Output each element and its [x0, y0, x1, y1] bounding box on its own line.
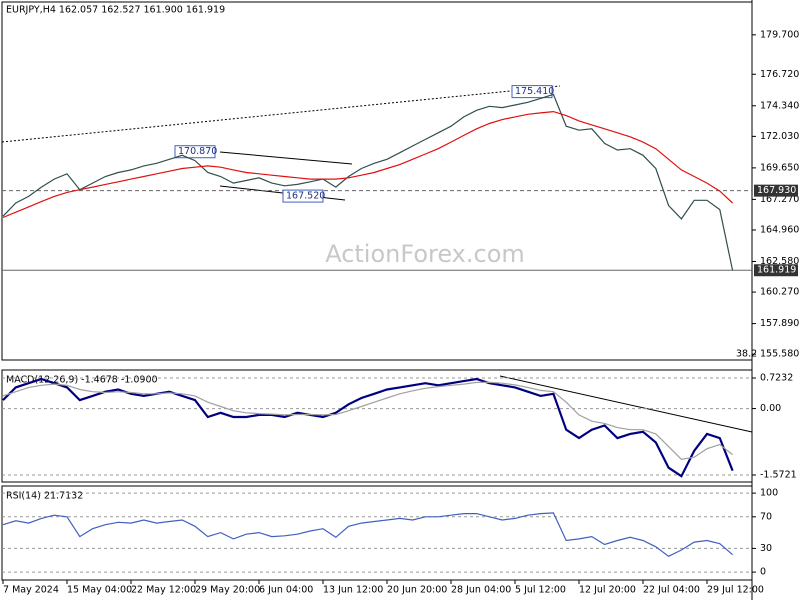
- annotation-box: [174, 145, 216, 159]
- y-tick-label: 167.270: [760, 194, 799, 205]
- series-line: [2, 512, 733, 558]
- y-tick-label: 160.270: [760, 287, 799, 298]
- x-tick-label: 22 Jul 04:00: [643, 585, 700, 596]
- y-tick-label: 0.00: [760, 403, 781, 414]
- panel-title: MACD(12,26,9) -1.4678 -1.0900: [6, 375, 158, 386]
- panel-title: EURJPY,H4 162.057 162.527 161.900 161.91…: [6, 5, 225, 16]
- x-tick-label: 12 Jul 20:00: [579, 585, 636, 596]
- x-tick-label: 22 May 12:00: [131, 585, 196, 596]
- y-tick-label: 70: [760, 511, 772, 522]
- level-box: [754, 264, 798, 277]
- x-tick-label: 20 Jun 20:00: [387, 585, 447, 596]
- y-tick-label: 30: [760, 543, 772, 554]
- y-tick-label: 157.890: [760, 318, 799, 329]
- y-tick-label: 179.700: [760, 29, 799, 40]
- rsi-panel: [1, 485, 753, 581]
- y-tick-label: 155.580: [760, 349, 799, 360]
- level-label: 161.919: [757, 265, 796, 276]
- series-line: [2, 110, 734, 219]
- y-tick-label: 0: [760, 567, 766, 578]
- panel-title: RSI(14) 21.7132: [6, 491, 83, 502]
- trendline: [1, 85, 561, 143]
- x-tick-label: 29 May 20:00: [195, 585, 260, 596]
- y-tick-label: 100: [760, 488, 778, 499]
- x-tick-label: 6 Jun 04:00: [259, 585, 313, 596]
- annotation-box: [282, 189, 324, 203]
- annotation-label: 170.870: [178, 146, 217, 157]
- price-panel: [1, 1, 753, 361]
- y-tick-label: 0.7232: [760, 373, 793, 384]
- level-box: [754, 184, 798, 197]
- y-tick-label: 172.030: [760, 131, 799, 142]
- x-tick-label: 7 May 2024: [3, 585, 59, 596]
- x-tick-label: 15 May 04:00: [67, 585, 132, 596]
- channel-line: [219, 151, 353, 165]
- x-tick-label: 29 Jul 12:00: [707, 585, 764, 596]
- y-tick-label: 162.580: [760, 256, 799, 267]
- y-tick-label: 174.340: [760, 100, 799, 111]
- y-tick-label: 169.650: [760, 162, 799, 173]
- x-tick-label: 28 Jun 04:00: [451, 585, 511, 596]
- y-tick-label: 164.960: [760, 224, 799, 235]
- y-tick-label: 176.720: [760, 69, 799, 80]
- annotation-box: [511, 85, 553, 99]
- annotation-label: 167.520: [286, 191, 325, 202]
- annotation-label: 175.410: [515, 86, 554, 97]
- y-tick-label: -1.5721: [760, 470, 797, 481]
- watermark: ActionForex.com: [325, 240, 525, 268]
- x-tick-label: 13 Jun 12:00: [323, 585, 383, 596]
- series-line: [2, 381, 733, 460]
- macd-trendline: [499, 375, 753, 433]
- series-line: [2, 377, 734, 478]
- macd-panel: [1, 369, 753, 483]
- series-line: [2, 93, 734, 271]
- x-tick-label: 5 Jul 12:00: [515, 585, 566, 596]
- level-label: 167.930: [757, 185, 796, 196]
- note: 38.2: [736, 349, 757, 360]
